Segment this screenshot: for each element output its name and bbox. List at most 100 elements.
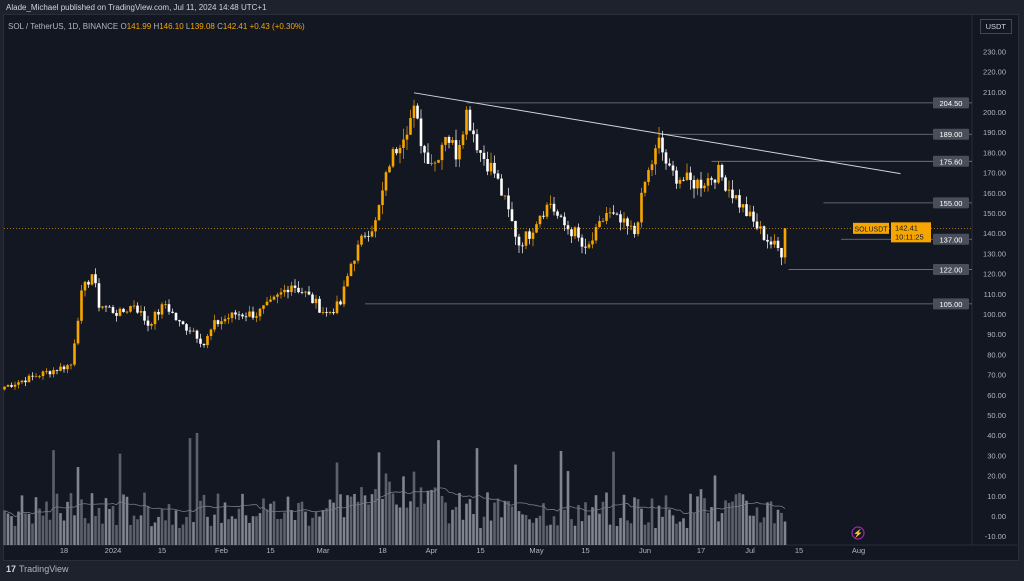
x-tick-label: Aug bbox=[852, 546, 865, 555]
candle-body bbox=[223, 319, 227, 322]
symbol-title[interactable]: SOL / TetherUS, 1D, BINANCE bbox=[8, 22, 119, 31]
volume-bar bbox=[654, 528, 657, 545]
candle-body bbox=[675, 170, 678, 184]
candle-body bbox=[59, 366, 62, 371]
candle-body bbox=[416, 105, 419, 119]
volume-bar bbox=[661, 516, 664, 545]
candle-body bbox=[202, 343, 206, 346]
candle-body bbox=[531, 232, 535, 239]
candle-body bbox=[514, 220, 517, 237]
volume-bar bbox=[38, 508, 41, 545]
level-label-bg bbox=[933, 197, 969, 209]
y-tick-label: -10.00 bbox=[985, 532, 1006, 541]
x-tick-label: 15 bbox=[795, 546, 803, 555]
currency-button[interactable]: USDT bbox=[979, 19, 1012, 34]
volume-bar bbox=[605, 492, 608, 545]
volume-bar bbox=[3, 510, 6, 545]
level-label: 122.00 bbox=[940, 266, 963, 275]
volume-bar bbox=[108, 508, 111, 545]
y-tick-label: 20.00 bbox=[987, 472, 1006, 481]
low-value: 139.08 bbox=[190, 22, 215, 31]
volume-bar bbox=[199, 500, 202, 545]
volume-bar bbox=[689, 493, 692, 545]
volume-bar bbox=[286, 496, 290, 545]
volume-bar bbox=[650, 498, 654, 545]
y-tick-label: 10.00 bbox=[987, 492, 1006, 501]
volume-bar bbox=[307, 525, 311, 545]
volume-bar bbox=[66, 501, 69, 545]
volume-bar bbox=[531, 522, 535, 545]
open-value: 141.99 bbox=[126, 22, 152, 31]
volume-bar bbox=[335, 462, 339, 545]
volume-bar bbox=[342, 517, 346, 545]
x-tick-label: Feb bbox=[215, 546, 228, 555]
volume-bar bbox=[349, 496, 353, 545]
volume-bar bbox=[48, 519, 52, 545]
volume-bar bbox=[580, 521, 584, 545]
candle-body bbox=[650, 164, 654, 171]
candle-body bbox=[671, 165, 675, 171]
volume-bar bbox=[629, 523, 633, 545]
candle-body bbox=[545, 204, 549, 217]
candle-body bbox=[290, 285, 293, 293]
y-tick-label: 60.00 bbox=[987, 391, 1006, 400]
candle-body bbox=[559, 215, 563, 217]
candle-body bbox=[251, 311, 255, 318]
candle-body bbox=[699, 179, 703, 189]
candle-body bbox=[143, 311, 146, 321]
last-price-label-bg bbox=[891, 222, 931, 243]
candle-body bbox=[377, 205, 381, 221]
volume-bar bbox=[171, 524, 174, 545]
volume-bar bbox=[118, 453, 122, 545]
volume-bar bbox=[104, 498, 108, 545]
volume-bar bbox=[671, 515, 675, 545]
candle-body bbox=[73, 343, 76, 365]
candle-body bbox=[237, 314, 241, 316]
level-label: 105.00 bbox=[940, 300, 963, 309]
candle-body bbox=[118, 308, 122, 316]
brand-label[interactable]: TradingView bbox=[19, 564, 69, 574]
volume-bar bbox=[426, 490, 430, 545]
x-tick-label: Apr bbox=[426, 546, 438, 555]
volume-bar bbox=[699, 489, 703, 545]
volume-bar bbox=[405, 507, 409, 545]
volume-bar bbox=[244, 515, 248, 545]
volume-bar bbox=[780, 512, 783, 545]
candle-body bbox=[570, 229, 573, 237]
candle-body bbox=[346, 276, 349, 287]
candle-body bbox=[374, 220, 377, 232]
y-tick-label: 230.00 bbox=[983, 47, 1006, 56]
candle-body bbox=[409, 118, 412, 135]
volume-bar bbox=[279, 518, 283, 545]
candle-body bbox=[48, 371, 52, 375]
volume-bar bbox=[657, 505, 661, 545]
symbol-legend: SOL / TetherUS, 1D, BINANCE O141.99 H146… bbox=[8, 22, 305, 31]
candle-body bbox=[510, 209, 514, 221]
volume-bar bbox=[626, 520, 629, 545]
volume-bar bbox=[416, 507, 419, 545]
y-tick-label: 140.00 bbox=[983, 229, 1006, 238]
candle-body bbox=[216, 320, 220, 325]
candle-body bbox=[160, 304, 164, 315]
candle-body bbox=[101, 306, 104, 308]
volume-bar bbox=[6, 513, 10, 545]
volume-bar bbox=[52, 450, 55, 545]
candle-body bbox=[619, 214, 622, 223]
volume-bar bbox=[447, 523, 451, 545]
volume-bar bbox=[521, 514, 524, 545]
volume-bar bbox=[223, 502, 227, 545]
volume-bar bbox=[556, 525, 559, 545]
volume-bar bbox=[265, 509, 269, 545]
candle-body bbox=[745, 204, 748, 217]
candle-body bbox=[472, 130, 475, 135]
chart-pane[interactable] bbox=[3, 14, 1019, 561]
candle-body bbox=[241, 314, 244, 317]
candle-body bbox=[171, 311, 174, 313]
volume-bar bbox=[713, 475, 717, 545]
volume-bar bbox=[465, 503, 468, 545]
volume-bar bbox=[503, 500, 507, 545]
volume-bar bbox=[339, 494, 342, 545]
volume-bar bbox=[769, 501, 773, 545]
volume-bar bbox=[143, 492, 146, 545]
